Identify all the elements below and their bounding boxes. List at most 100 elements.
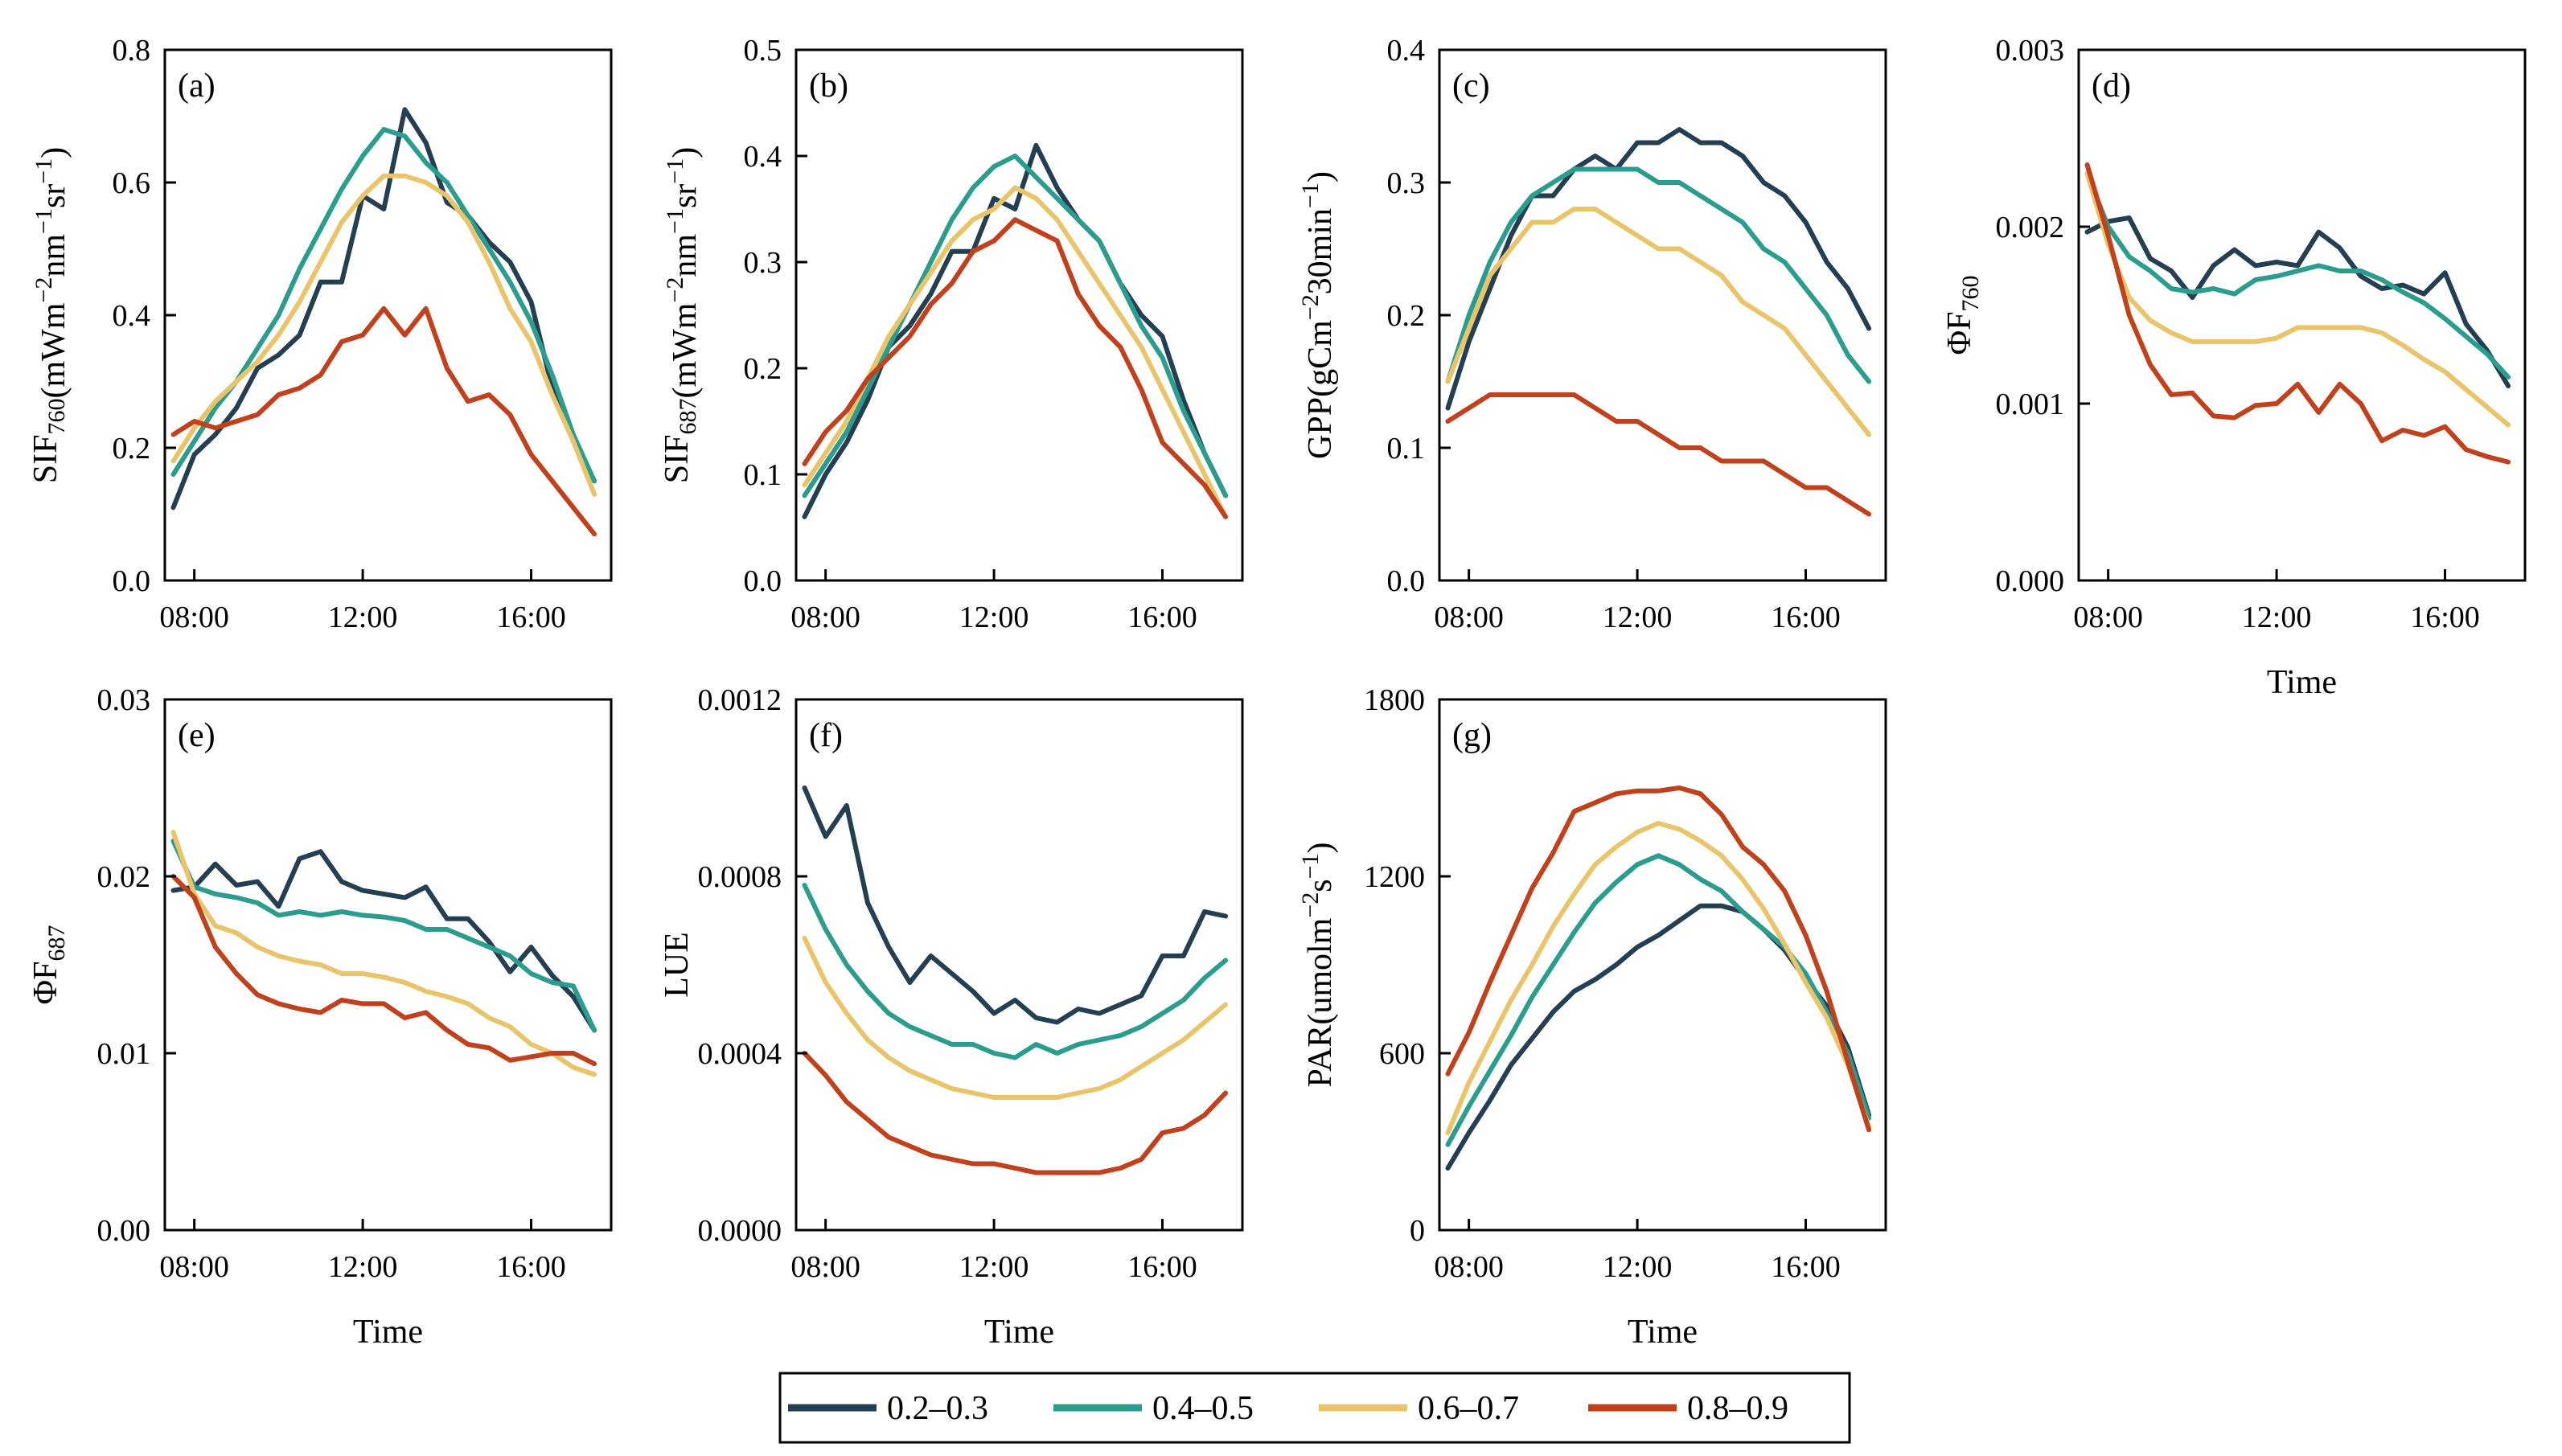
y-tick-label: 0.00 <box>97 1214 151 1248</box>
x-tick-label: 16:00 <box>1771 601 1841 634</box>
y-tick-label: 0.0 <box>1387 564 1426 598</box>
y-tick-label: 0.3 <box>744 246 782 280</box>
y-tick-label: 1200 <box>1364 860 1425 894</box>
series-line <box>170 107 597 511</box>
x-tick-label: 12:00 <box>959 1250 1029 1284</box>
x-axis-title: Time <box>1628 1314 1698 1351</box>
y-tick-label: 0.000 <box>1996 564 2065 598</box>
y-axis-title: SIF687(mWm−2nm−1sr−1) <box>659 147 704 483</box>
y-tick-label: 0.6 <box>113 166 151 200</box>
series-line <box>1445 207 1872 437</box>
legend-label: 0.8–0.9 <box>1687 1390 1788 1427</box>
y-tick-label: 0.8 <box>113 34 151 68</box>
series-line <box>170 849 597 1033</box>
series-line <box>802 1051 1229 1175</box>
x-tick-label: 08:00 <box>159 601 229 634</box>
x-tick-label: 12:00 <box>2242 601 2312 634</box>
y-tick-label: 0.0000 <box>698 1214 782 1248</box>
y-tick-label: 0.2 <box>113 432 151 466</box>
y-tick-label: 0.03 <box>97 683 151 717</box>
x-tick-label: 12:00 <box>328 601 398 634</box>
legend-label: 0.2–0.3 <box>887 1390 988 1427</box>
series-line <box>2084 171 2511 379</box>
y-tick-label: 0.4 <box>744 140 782 174</box>
series-line <box>802 217 1229 519</box>
y-tick-label: 600 <box>1379 1037 1425 1071</box>
y-tick-label: 0.4 <box>113 299 151 333</box>
series-line <box>802 142 1229 519</box>
x-axis-title: Time <box>2267 664 2337 701</box>
series-line <box>1445 785 1872 1133</box>
legend-item: 0.4–0.5 <box>1053 1390 1254 1427</box>
series-line <box>170 830 597 1077</box>
x-tick-label: 16:00 <box>1127 1250 1197 1284</box>
panel-d: 0.000 0.001 0.002 0.003 08:00 12:00 16:00 (d) Ti… <box>1941 34 2527 701</box>
y-tick-label: 0.02 <box>97 860 151 894</box>
series-line <box>802 936 1229 1100</box>
y-tick-label: 0.5 <box>744 34 782 68</box>
legend-item: 0.6–0.7 <box>1319 1390 1519 1427</box>
y-axis-title: SIF760(mWm−2nm−1sr−1) <box>27 147 72 483</box>
series-line <box>2084 171 2511 428</box>
x-tick-label: 12:00 <box>1603 1250 1673 1284</box>
legend-label: 0.4–0.5 <box>1152 1390 1254 1427</box>
x-tick-label: 16:00 <box>1127 601 1197 634</box>
y-axis-title: PAR(umolm−2s−1) <box>1297 842 1339 1087</box>
panel-label: (c) <box>1452 68 1490 105</box>
y-tick-label: 0.001 <box>1996 388 2065 421</box>
legend-item: 0.8–0.9 <box>1588 1390 1788 1427</box>
series-line <box>170 127 597 484</box>
panel-label: (a) <box>178 68 216 105</box>
y-tick-label: 1800 <box>1364 683 1425 717</box>
series-line <box>170 874 597 1067</box>
y-tick-label: 0.0012 <box>698 683 782 717</box>
series-line <box>170 306 597 537</box>
y-tick-label: 0.0008 <box>698 860 782 894</box>
series-line <box>1445 821 1872 1135</box>
y-tick-label: 0.3 <box>1387 166 1426 200</box>
series-line <box>1445 392 1872 517</box>
y-tick-label: 0.0 <box>744 564 782 598</box>
panel-e: 0.00 0.01 0.02 0.03 08:00 12:00 16:00 (e) Time ΦF… <box>27 683 613 1351</box>
x-tick-label: 08:00 <box>1434 601 1504 634</box>
plot-frame <box>1438 48 1887 582</box>
legend-item: 0.2–0.3 <box>788 1390 988 1427</box>
legend-label: 0.6–0.7 <box>1418 1390 1519 1427</box>
y-tick-label: 0.002 <box>1996 211 2065 244</box>
panel-label: (d) <box>2092 68 2131 105</box>
x-tick-label: 08:00 <box>790 1250 860 1284</box>
y-tick-label: 0.1 <box>744 458 782 492</box>
panel-c: 0.0 0.1 0.2 0.3 0.4 08:00 12:00 16:00 (c) GPP(gCm… <box>1297 34 1887 634</box>
x-tick-label: 12:00 <box>328 1250 398 1284</box>
series-line <box>802 154 1229 498</box>
x-tick-label: 12:00 <box>959 601 1029 634</box>
x-tick-label: 16:00 <box>2410 601 2480 634</box>
plot-frame <box>2077 48 2527 582</box>
y-tick-label: 0.0 <box>113 564 151 598</box>
series-line <box>802 883 1229 1060</box>
series-line <box>802 185 1229 519</box>
series-line <box>802 785 1229 1025</box>
y-tick-label: 0.01 <box>97 1037 151 1071</box>
x-tick-label: 08:00 <box>2073 601 2143 634</box>
x-tick-label: 08:00 <box>790 601 860 634</box>
panel-b: 0.0 0.1 0.2 0.3 0.4 0.5 08:00 12:00 16:00 (b) SIF6… <box>659 34 1244 634</box>
y-tick-label: 0.4 <box>1387 34 1426 68</box>
series-line <box>1445 166 1872 384</box>
y-tick-label: 0.2 <box>744 352 782 386</box>
panel-label: (b) <box>809 68 848 105</box>
y-tick-label: 0.1 <box>1387 432 1426 466</box>
y-tick-label: 0.003 <box>1996 34 2065 68</box>
x-tick-label: 16:00 <box>496 601 566 634</box>
plot-frame <box>163 698 613 1232</box>
x-tick-label: 16:00 <box>1771 1250 1841 1284</box>
y-axis-title: ΦF687 <box>27 925 70 1004</box>
x-tick-label: 08:00 <box>1434 1250 1504 1284</box>
panel-label: (g) <box>1452 717 1492 754</box>
y-tick-label: 0.0004 <box>698 1037 782 1071</box>
x-tick-label: 16:00 <box>496 1250 566 1284</box>
y-axis-title: GPP(gCm−230min−1) <box>1297 171 1339 459</box>
panel-label: (f) <box>809 717 843 754</box>
x-axis-title: Time <box>353 1314 423 1351</box>
